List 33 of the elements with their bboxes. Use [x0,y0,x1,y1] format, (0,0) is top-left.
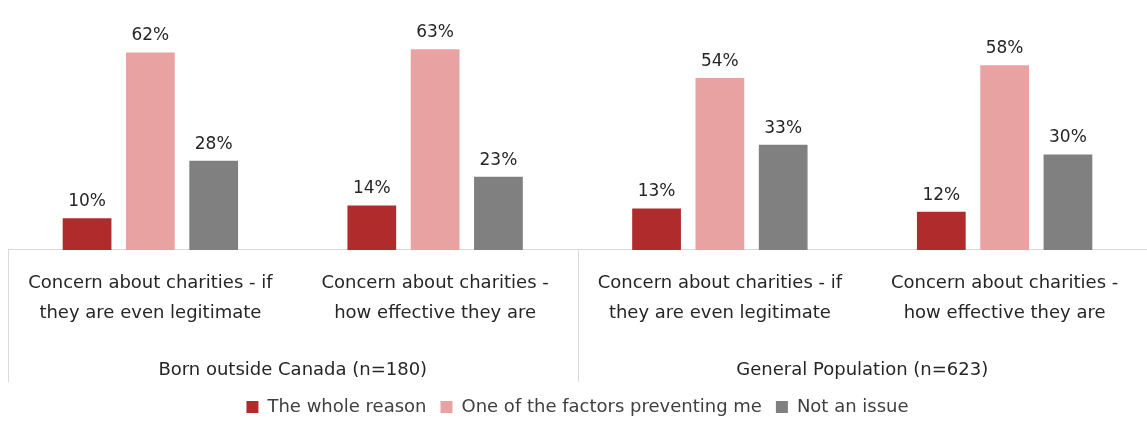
data-label: 63% [416,21,455,42]
data-label: 30% [1049,126,1087,147]
data-label: 14% [352,177,391,198]
legend-label: The whole reason [266,394,427,416]
data-label: 54% [700,49,739,70]
legend-label: Not an issue [796,394,909,416]
bar [980,65,1029,250]
bar [410,49,460,250]
bar [126,52,175,250]
bar [758,144,808,250]
data-label: 33% [764,116,803,137]
bar [62,218,112,250]
data-label: 13% [637,180,676,201]
x-tick-label: Concern about charities - if they are even legitimate [28,270,274,322]
bar [916,211,966,250]
data-label: 28% [194,132,233,153]
data-label: 58% [985,37,1024,58]
bar [695,77,745,250]
text: Born outside Canada (n=180) [158,357,428,379]
x-tick-label: Concern about charities - how effective they are [890,270,1119,322]
bar [189,160,239,250]
text: General Population (n=623) [736,357,989,379]
data-label: 62% [131,24,170,45]
bar [1043,154,1093,250]
bar [632,208,681,250]
bar [347,205,397,250]
data-label: 23% [479,148,518,169]
x-tick-label: Concern about charities - how effective they are [321,270,549,322]
data-label: 10% [68,190,106,211]
legend-label: One of the factors preventing me [461,394,762,416]
bar [474,176,523,250]
data-label: 12% [922,183,961,204]
x-tick-label: Concern about charities - if they are even legitimate [597,270,843,322]
